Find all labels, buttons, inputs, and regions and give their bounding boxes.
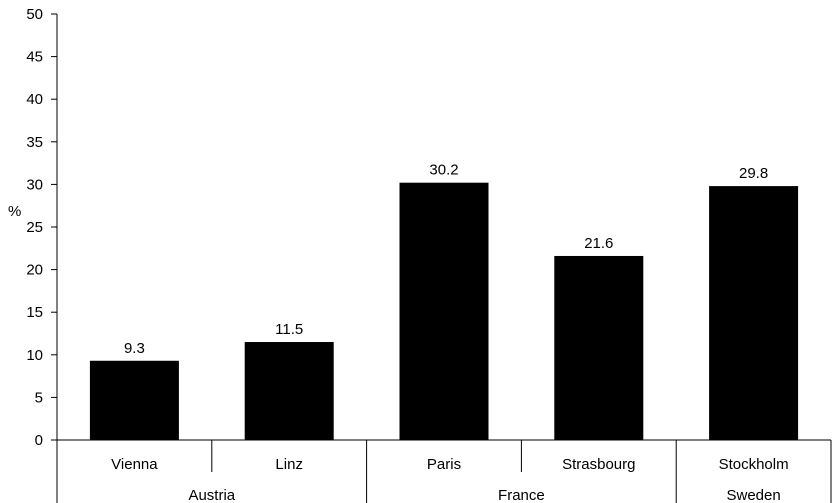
y-tick-label: 0 (35, 432, 43, 449)
bar-value-label: 9.3 (124, 340, 145, 357)
bar-strasbourg (554, 255, 644, 440)
bar-stockholm (709, 186, 799, 440)
x-group-label: Austria (188, 487, 235, 503)
y-tick-label: 30 (26, 176, 43, 193)
y-axis: 0 5 10 15 20 25 30 35 40 45 50 (26, 6, 58, 449)
x-group-label: Sweden (726, 487, 780, 503)
x-category-label: Strasbourg (562, 456, 635, 473)
bar-value-label: 11.5 (275, 321, 303, 338)
x-axis: Vienna Linz Paris Strasbourg Stockholm Austri… (56, 439, 832, 503)
y-tick-label: 25 (26, 219, 43, 236)
y-tick-label: 50 (26, 6, 43, 23)
x-category-label: Linz (275, 456, 303, 473)
bar-vienna (89, 360, 179, 440)
bar-value-label: 21.6 (584, 235, 613, 252)
bar-linz (244, 342, 334, 440)
y-tick-label: 35 (26, 134, 43, 151)
x-category-label: Stockholm (719, 456, 789, 473)
x-category-label: Vienna (111, 456, 158, 473)
y-tick-label: 40 (26, 91, 43, 108)
y-tick-label: 5 (35, 389, 43, 406)
x-category-label: Paris (427, 456, 461, 473)
bar-value-label: 29.8 (739, 165, 768, 182)
bars: 9.3 11.5 30.2 21.6 29.8 (89, 162, 799, 441)
x-group-label: France (498, 487, 545, 503)
y-tick-label: 10 (26, 347, 43, 364)
y-tick-label: 45 (26, 49, 43, 66)
y-tick-label: 15 (26, 304, 43, 321)
bar-paris (399, 182, 489, 441)
y-axis-title: % (8, 203, 21, 220)
y-tick-label: 20 (26, 262, 43, 279)
bar-value-label: 30.2 (429, 162, 458, 179)
